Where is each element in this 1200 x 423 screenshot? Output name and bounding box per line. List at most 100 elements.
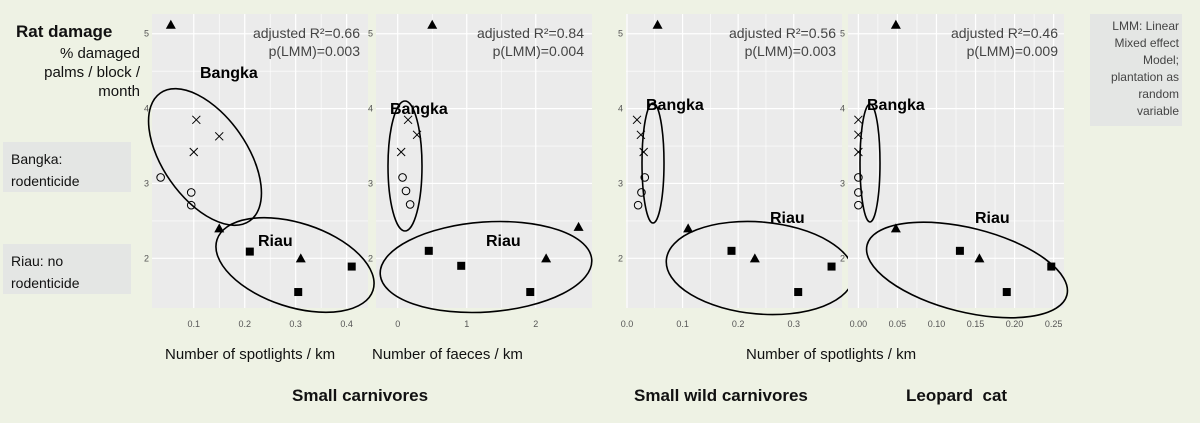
x-tick-label: 0.4 bbox=[340, 319, 353, 329]
x-tick-label: 0.3 bbox=[289, 319, 302, 329]
data-point-square bbox=[424, 246, 433, 255]
riau-label: Riau bbox=[258, 233, 293, 250]
data-point-cross bbox=[412, 130, 422, 140]
bangka-label: Bangka bbox=[867, 97, 925, 114]
panel-background bbox=[376, 14, 592, 308]
data-point-circle bbox=[854, 200, 863, 210]
x-tick-label: 0.25 bbox=[1045, 319, 1063, 329]
x-tick-label: 0.0 bbox=[621, 319, 634, 329]
data-point-cross bbox=[854, 130, 863, 140]
data-point-cross bbox=[854, 147, 863, 157]
stats-annotation: adjusted R²=0.46 bbox=[951, 25, 1058, 41]
stats-annotation: p(LMM)=0.003 bbox=[745, 43, 837, 59]
data-point-triangle bbox=[165, 19, 176, 29]
data-point-square bbox=[457, 261, 466, 270]
data-point-triangle bbox=[974, 253, 985, 263]
y-axis-subtitle: % damaged palms / block / month bbox=[44, 45, 140, 100]
riau-cluster-ellipse bbox=[865, 221, 1069, 319]
group-title-small-carnivores: Small carnivores bbox=[292, 386, 429, 405]
riau-label: Riau bbox=[486, 233, 521, 250]
stats-annotation: adjusted R²=0.84 bbox=[477, 25, 584, 41]
stats-annotation: p(LMM)=0.004 bbox=[493, 43, 585, 59]
data-point-square bbox=[727, 246, 736, 255]
data-point-circle bbox=[637, 188, 646, 197]
panel-background bbox=[626, 14, 842, 308]
data-point-triangle bbox=[214, 223, 225, 233]
data-point-cross bbox=[632, 115, 642, 125]
bangka-label: Bangka bbox=[200, 65, 258, 82]
riau-note: Riau: no rodenticide bbox=[3, 244, 131, 294]
data-point-square bbox=[1047, 262, 1056, 271]
data-point-triangle bbox=[683, 223, 694, 233]
data-point-square bbox=[294, 288, 303, 297]
x-tick-label: 0.05 bbox=[889, 319, 907, 329]
bangka-cluster-ellipse bbox=[859, 103, 881, 223]
x-label-spotlights-left: Number of spotlights / km bbox=[165, 346, 336, 363]
y-tick-label: 2 bbox=[368, 253, 373, 263]
data-point-cross bbox=[636, 130, 646, 140]
y-tick-label: 4 bbox=[368, 104, 373, 114]
stats-annotation: adjusted R²=0.56 bbox=[729, 25, 836, 41]
data-point-circle bbox=[186, 188, 196, 197]
bangka-note: Bangka: rodenticide bbox=[3, 142, 131, 192]
y-tick-label: 5 bbox=[840, 29, 845, 39]
lmm-note: LMM: Linear Mixed effect Model; plantati… bbox=[1090, 14, 1182, 126]
x-tick-label: 0.10 bbox=[928, 319, 946, 329]
x-tick-label: 1 bbox=[464, 319, 469, 329]
scatter-panel-4: 2 3 4 5 0.00 0.05 0.10 0.15 0.20 0.25 adjusted R²=… bbox=[840, 14, 1069, 329]
y-axis-title: Rat damage bbox=[16, 22, 113, 41]
bangka-cluster-ellipse bbox=[147, 87, 263, 227]
y-tick-label: 5 bbox=[618, 29, 623, 39]
data-point-circle bbox=[186, 200, 196, 210]
data-point-cross bbox=[214, 131, 224, 141]
scatter-panel-2: 2 3 4 5 0 1 2 adjusted R²=0.84 p(LMM)=0.004 Bangk… bbox=[368, 14, 593, 329]
data-point-circle bbox=[854, 173, 863, 182]
x-tick-label: 0.1 bbox=[676, 319, 689, 329]
stats-annotation: p(LMM)=0.009 bbox=[967, 43, 1059, 59]
y-tick-label: 3 bbox=[840, 178, 845, 188]
data-point-square bbox=[347, 262, 356, 271]
data-point-cross bbox=[189, 147, 199, 157]
x-tick-label: 0.2 bbox=[732, 319, 745, 329]
y-tick-label: 4 bbox=[840, 104, 845, 114]
stats-annotation: adjusted R²=0.66 bbox=[253, 25, 360, 41]
data-point-triangle bbox=[890, 19, 901, 29]
scatter-panel-1: 2 3 4 5 0.1 0.2 0.3 0.4 adjusted R²=0.66 p(LMM)=0… bbox=[144, 14, 375, 329]
y-tick-label: 3 bbox=[618, 178, 623, 188]
data-point-circle bbox=[398, 173, 407, 182]
riau-cluster-ellipse bbox=[215, 216, 375, 314]
data-point-triangle bbox=[890, 223, 901, 233]
x-tick-label: 2 bbox=[533, 319, 538, 329]
data-point-cross bbox=[403, 115, 413, 125]
data-point-cross bbox=[191, 115, 201, 125]
y-tick-label: 4 bbox=[144, 104, 149, 114]
y-tick-label: 5 bbox=[144, 29, 149, 39]
data-point-square bbox=[827, 262, 836, 271]
data-point-triangle bbox=[652, 19, 663, 29]
y-tick-label: 2 bbox=[144, 253, 149, 263]
bangka-label: Bangka bbox=[390, 101, 448, 118]
riau-label: Riau bbox=[975, 210, 1010, 227]
x-tick-label: 0.15 bbox=[967, 319, 985, 329]
scatter-panel-3: 2 3 4 5 0.0 0.1 0.2 0.3 adjusted R²=0.56 p(LMM)=0… bbox=[618, 14, 855, 329]
y-tick-label: 2 bbox=[618, 253, 623, 263]
data-point-triangle bbox=[541, 253, 552, 263]
data-point-circle bbox=[854, 188, 863, 197]
x-label-spotlights-right: Number of spotlights / km bbox=[746, 346, 917, 363]
group-title-leopard-cat: Leopard cat bbox=[906, 386, 1008, 405]
data-point-square bbox=[955, 246, 964, 255]
data-point-cross bbox=[854, 115, 863, 125]
data-point-square bbox=[245, 247, 254, 256]
bangka-label: Bangka bbox=[646, 97, 704, 114]
data-point-triangle bbox=[427, 19, 438, 29]
x-tick-label: 0.3 bbox=[787, 319, 800, 329]
data-point-triangle bbox=[295, 253, 306, 263]
x-tick-label: 0.1 bbox=[188, 319, 201, 329]
y-tick-label: 2 bbox=[840, 253, 845, 263]
data-point-square bbox=[1002, 288, 1011, 297]
bangka-cluster-ellipse bbox=[387, 100, 423, 232]
x-tick-label: 0 bbox=[395, 319, 400, 329]
riau-cluster-ellipse bbox=[379, 220, 593, 314]
data-point-circle bbox=[640, 173, 650, 182]
y-tick-label: 5 bbox=[368, 29, 373, 39]
